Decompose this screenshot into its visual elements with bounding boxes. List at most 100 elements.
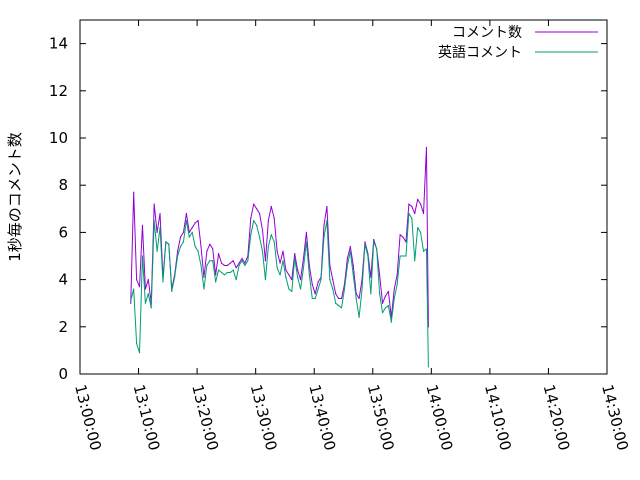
data-point bbox=[329, 279, 331, 281]
data-point bbox=[352, 274, 354, 276]
x-tick-label: 13:20:00 bbox=[188, 383, 222, 453]
data-point bbox=[253, 203, 255, 205]
data-point bbox=[414, 260, 416, 262]
data-point bbox=[384, 307, 387, 309]
data-point bbox=[179, 245, 182, 248]
data-point bbox=[285, 276, 287, 278]
data-point bbox=[408, 212, 410, 215]
data-point bbox=[282, 250, 284, 252]
data-point bbox=[417, 227, 419, 229]
data-point bbox=[291, 279, 293, 281]
data-point bbox=[376, 248, 378, 250]
y-tick-label: 6 bbox=[58, 223, 68, 241]
data-point bbox=[220, 262, 223, 264]
data-point bbox=[206, 250, 208, 252]
data-point bbox=[425, 248, 428, 250]
legend-label: 英語コメント bbox=[438, 44, 522, 61]
data-point bbox=[247, 260, 249, 262]
data-point bbox=[264, 260, 267, 262]
data-point bbox=[276, 250, 278, 252]
series-1 bbox=[130, 146, 430, 328]
data-point bbox=[393, 288, 395, 290]
data-point bbox=[179, 236, 182, 238]
series-2 bbox=[130, 212, 430, 368]
data-point bbox=[136, 342, 138, 344]
data-point bbox=[288, 288, 290, 290]
data-point bbox=[235, 279, 237, 281]
data-point bbox=[168, 243, 170, 245]
data-point bbox=[343, 288, 346, 290]
y-tick-label: 0 bbox=[58, 365, 68, 383]
data-point bbox=[147, 293, 149, 295]
data-point bbox=[302, 267, 305, 269]
data-point bbox=[276, 267, 278, 269]
data-point bbox=[267, 245, 269, 248]
data-point bbox=[273, 217, 275, 219]
data-point bbox=[220, 271, 223, 274]
data-point bbox=[176, 250, 179, 252]
data-point bbox=[338, 304, 340, 307]
data-point bbox=[364, 241, 366, 243]
data-point bbox=[212, 248, 214, 250]
x-tick-label: 14:20:00 bbox=[540, 383, 574, 453]
data-point bbox=[299, 288, 302, 290]
data-point bbox=[414, 212, 416, 215]
data-point bbox=[130, 300, 132, 302]
data-point bbox=[238, 264, 240, 267]
data-point bbox=[323, 224, 325, 226]
data-point bbox=[335, 302, 337, 304]
data-point bbox=[338, 297, 340, 300]
data-point bbox=[264, 279, 267, 281]
data-point bbox=[379, 274, 381, 276]
data-point bbox=[411, 205, 413, 208]
data-point bbox=[273, 241, 275, 243]
data-point bbox=[174, 276, 176, 278]
data-point bbox=[373, 238, 375, 241]
data-point bbox=[136, 279, 138, 281]
data-point bbox=[393, 297, 395, 300]
data-point bbox=[229, 271, 231, 274]
data-point bbox=[217, 253, 220, 255]
data-point bbox=[279, 274, 281, 276]
data-point bbox=[241, 257, 243, 259]
data-point bbox=[305, 231, 308, 233]
data-point bbox=[349, 245, 351, 248]
plot-frame bbox=[79, 19, 608, 375]
data-point bbox=[156, 250, 158, 252]
data-point bbox=[176, 255, 179, 257]
data-point bbox=[138, 286, 141, 288]
data-point bbox=[305, 241, 308, 243]
data-point bbox=[138, 352, 141, 354]
data-point bbox=[209, 260, 211, 262]
data-point bbox=[285, 269, 287, 271]
data-point bbox=[422, 212, 425, 215]
data-point bbox=[270, 234, 272, 236]
data-point bbox=[425, 146, 428, 149]
data-point bbox=[156, 231, 158, 233]
data-point bbox=[370, 293, 372, 295]
data-point bbox=[244, 264, 246, 267]
data-point bbox=[209, 243, 211, 245]
data-point bbox=[381, 302, 384, 304]
data-point bbox=[212, 260, 214, 262]
data-point bbox=[144, 302, 146, 304]
y-tick-label: 14 bbox=[49, 35, 68, 53]
data-point bbox=[261, 250, 264, 252]
data-point bbox=[133, 288, 135, 290]
data-point bbox=[405, 241, 407, 243]
data-point bbox=[279, 262, 281, 264]
data-point bbox=[399, 255, 401, 257]
x-tick-label: 13:50:00 bbox=[364, 383, 398, 453]
y-tick-label: 10 bbox=[49, 129, 68, 147]
data-point bbox=[320, 279, 322, 281]
data-point bbox=[308, 274, 310, 276]
data-point bbox=[411, 217, 413, 219]
data-point bbox=[197, 250, 199, 252]
data-point bbox=[226, 271, 228, 274]
data-point bbox=[270, 205, 272, 208]
x-tick-label: 13:40:00 bbox=[305, 383, 339, 453]
data-point bbox=[250, 217, 252, 219]
data-point bbox=[194, 245, 196, 248]
data-point bbox=[250, 234, 252, 236]
